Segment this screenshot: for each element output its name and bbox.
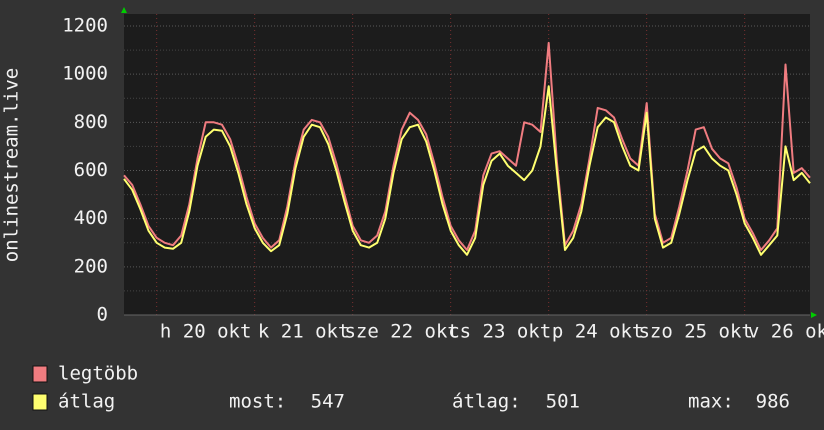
legend-label: legtöbb	[58, 363, 138, 385]
legend-label: átlag	[58, 391, 115, 413]
x-tick-label: cs 23 okt	[448, 321, 551, 343]
x-tick-label: k 21 okt	[258, 321, 350, 343]
stat-label: most:	[229, 391, 286, 413]
stat-value: 501	[546, 391, 580, 413]
axis-arrow	[811, 312, 817, 318]
legend-swatch	[32, 393, 48, 411]
y-tick-label: 800	[74, 111, 108, 133]
stat-value: 986	[756, 391, 790, 413]
x-tick-label: h 20 okt	[160, 321, 252, 343]
series-line	[123, 41, 811, 251]
x-tick-label: v 26 okt	[748, 321, 824, 343]
y-tick-label: 1000	[62, 63, 108, 85]
y-tick-label: 400	[74, 207, 108, 229]
x-tick-label: sze 22 okt	[344, 321, 458, 343]
x-tick-label: p 24 okt	[552, 321, 644, 343]
series-line	[123, 85, 811, 256]
stat-label: max:	[688, 391, 734, 413]
y-tick-label: 200	[74, 255, 108, 277]
x-tick-label: szo 25 okt	[638, 321, 752, 343]
y-tick-label: 0	[97, 304, 108, 326]
stat-label: átlag:	[452, 391, 521, 413]
legend-swatch	[32, 365, 48, 383]
y-axis-label: onlinestream.live	[1, 68, 23, 262]
y-tick-label: 600	[74, 159, 108, 181]
stat-value: 547	[311, 391, 345, 413]
y-tick-label: 1200	[62, 15, 108, 37]
plot-area	[124, 14, 810, 315]
axis-arrow	[121, 7, 127, 13]
